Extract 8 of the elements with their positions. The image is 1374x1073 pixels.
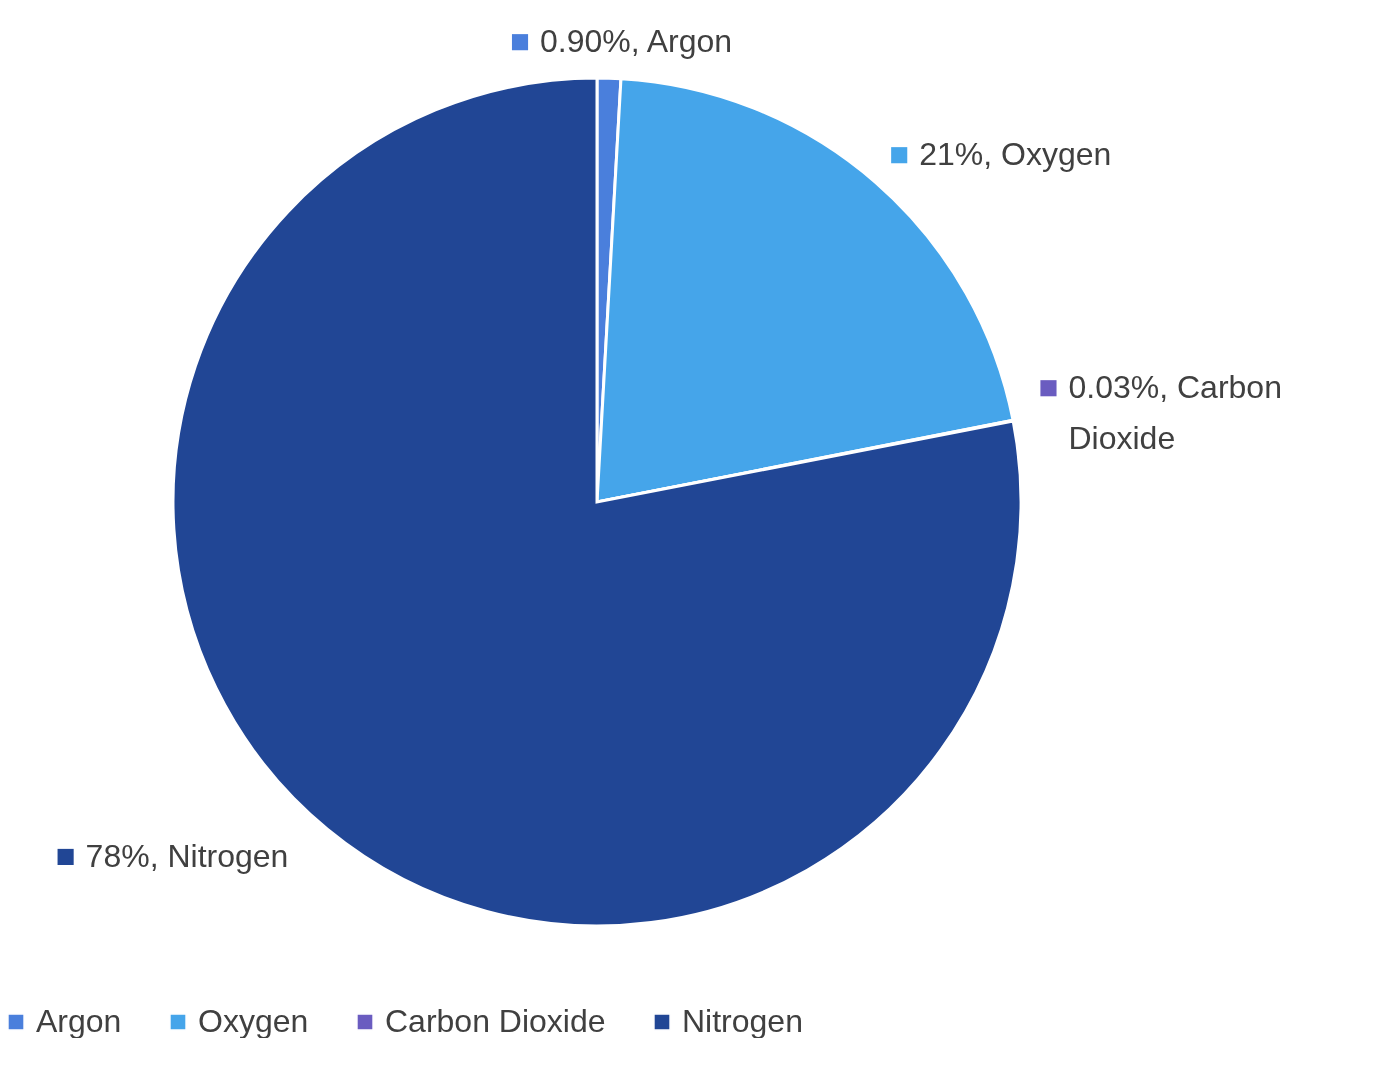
legend-label: Carbon Dioxide	[385, 1003, 606, 1039]
legend-label: Oxygen	[198, 1003, 309, 1039]
data-label: 0.90%, Argon	[540, 23, 733, 60]
data-label: 78%, Nitrogen	[85, 837, 289, 874]
data-label: 21%, Oxygen	[919, 136, 1112, 173]
data-label: 0.03%, Carbon Dioxide	[1068, 369, 1282, 457]
legend-label: Nitrogen	[682, 1003, 803, 1039]
legend-label: Argon	[36, 1003, 122, 1039]
